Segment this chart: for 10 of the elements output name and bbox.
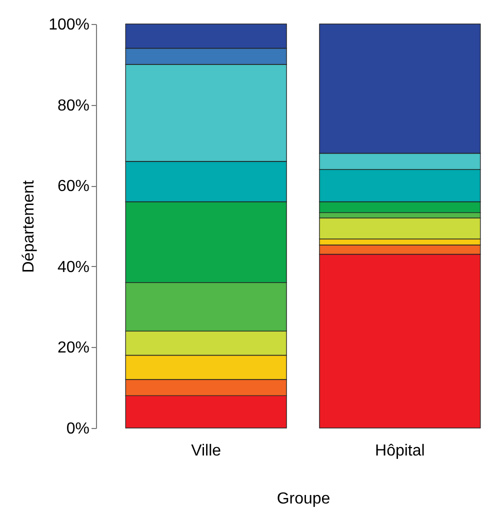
y-tick-label: 100% [48, 16, 90, 34]
x-tick-label: Ville [191, 442, 222, 460]
y-tick-label: 0% [66, 420, 90, 438]
y-tick-label: 20% [57, 340, 90, 357]
x-axis-title: Groupe [276, 490, 330, 508]
y-tick-label: 60% [57, 178, 90, 196]
y-axis-title: Département [20, 180, 38, 273]
y-tick-label: 80% [57, 97, 90, 114]
y-tick-label: 40% [57, 258, 90, 276]
x-tick-label: Hôpital [375, 442, 425, 460]
